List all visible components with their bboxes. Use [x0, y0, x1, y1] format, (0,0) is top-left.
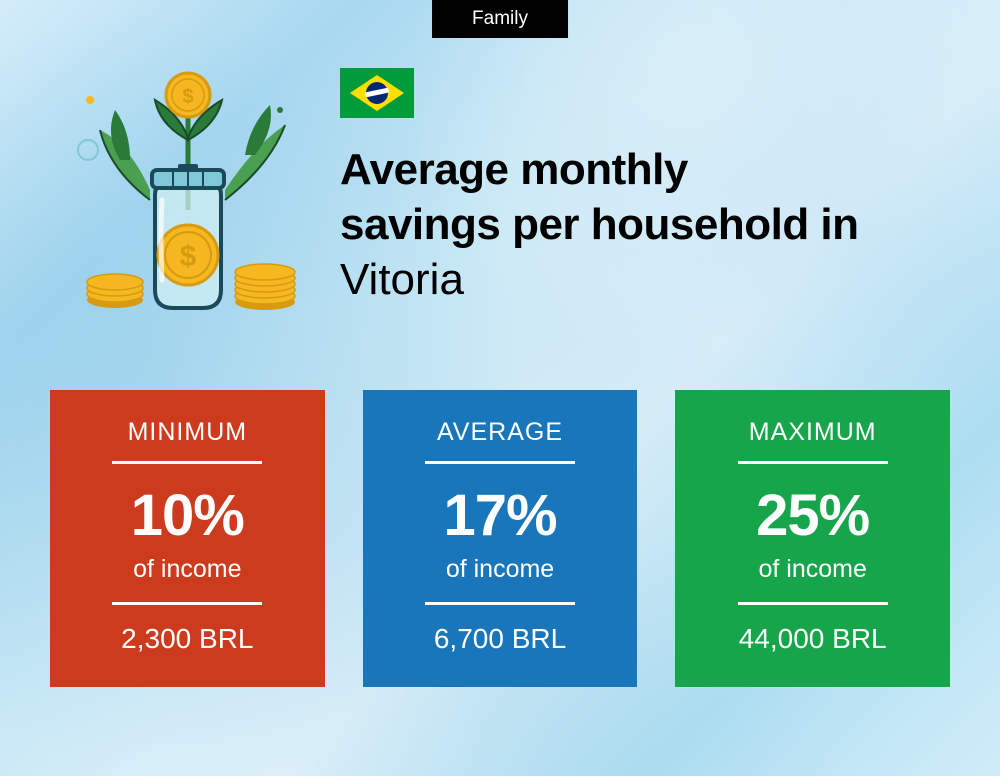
title-block: Average monthly savings per household in…	[340, 142, 960, 307]
card-label: AVERAGE	[437, 418, 563, 447]
brazil-flag-icon	[340, 68, 414, 118]
svg-text:$: $	[182, 86, 193, 108]
card-amount: 2,300 BRL	[121, 623, 253, 655]
card-percent: 25%	[756, 482, 869, 549]
flag-globe	[366, 82, 388, 104]
stat-cards-row: MINIMUM 10% of income 2,300 BRL AVERAGE …	[50, 390, 950, 687]
card-divider	[425, 461, 575, 464]
card-divider	[112, 461, 262, 464]
card-label: MAXIMUM	[749, 418, 877, 447]
card-divider	[425, 602, 575, 605]
title-city: Vitoria	[340, 252, 960, 307]
card-sub: of income	[446, 555, 554, 584]
stat-card-minimum: MINIMUM 10% of income 2,300 BRL	[50, 390, 325, 687]
card-sub: of income	[133, 555, 241, 584]
title-line-2: savings per household in	[340, 197, 960, 252]
flag-diamond	[350, 75, 404, 111]
card-percent: 17%	[443, 482, 556, 549]
savings-jar-illustration: $ $	[60, 60, 310, 320]
card-divider	[738, 602, 888, 605]
svg-text:$: $	[180, 240, 197, 273]
card-label: MINIMUM	[128, 418, 247, 447]
category-label: Family	[472, 8, 528, 29]
flag-band	[365, 88, 390, 98]
card-divider	[738, 461, 888, 464]
card-percent: 10%	[131, 482, 244, 549]
card-sub: of income	[758, 555, 866, 584]
card-divider	[112, 602, 262, 605]
category-badge: Family	[432, 0, 568, 38]
stat-card-average: AVERAGE 17% of income 6,700 BRL	[363, 390, 638, 687]
stat-card-maximum: MAXIMUM 25% of income 44,000 BRL	[675, 390, 950, 687]
card-amount: 6,700 BRL	[434, 623, 566, 655]
title-line-1: Average monthly	[340, 142, 960, 197]
card-amount: 44,000 BRL	[739, 623, 887, 655]
